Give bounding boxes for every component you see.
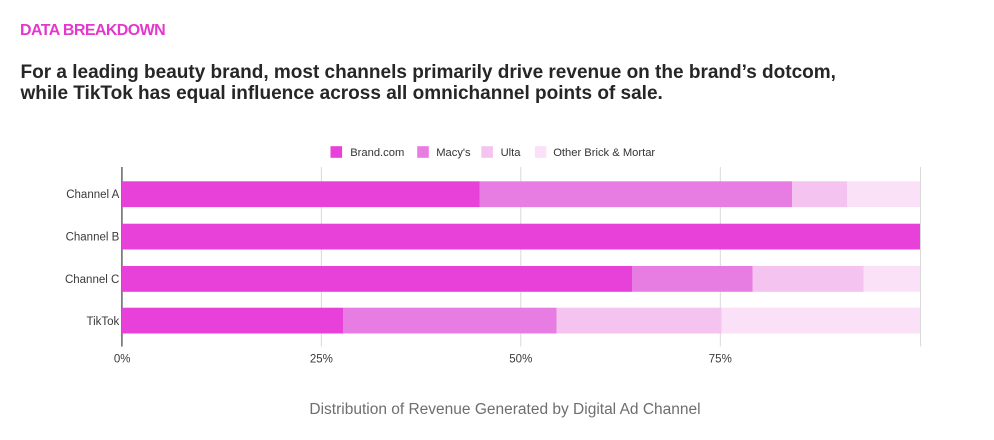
svg-text:Channel B: Channel B: [66, 232, 120, 244]
svg-text:75%: 75%: [709, 353, 732, 365]
svg-text:Macy's: Macy's: [436, 147, 471, 159]
svg-text:25%: 25%: [310, 353, 333, 365]
svg-text:Channel C: Channel C: [65, 274, 119, 286]
svg-text:Other Brick & Mortar: Other Brick & Mortar: [553, 147, 655, 159]
svg-text:50%: 50%: [509, 353, 532, 365]
svg-text:Brand.com: Brand.com: [350, 147, 404, 159]
svg-text:Channel A: Channel A: [66, 189, 119, 201]
svg-text:TikTok: TikTok: [86, 316, 119, 328]
svg-text:Ulta: Ulta: [501, 147, 522, 159]
svg-text:0%: 0%: [114, 353, 131, 365]
